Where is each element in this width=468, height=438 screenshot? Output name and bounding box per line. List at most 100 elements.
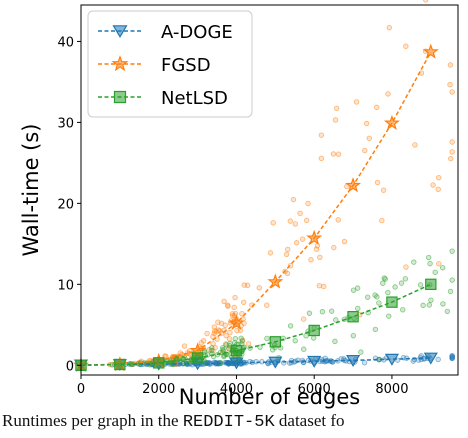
- scatter-point: [420, 302, 426, 309]
- scatter-point: [426, 302, 433, 308]
- scatter-point: [239, 338, 245, 344]
- scatter-point: [303, 217, 310, 224]
- series-point: [306, 229, 323, 245]
- scatter-point: [232, 294, 238, 301]
- x-tick-label: 4000: [220, 382, 253, 397]
- scatter-point: [333, 105, 340, 112]
- scatter-point: [447, 82, 453, 88]
- scatter-point: [350, 287, 357, 293]
- series-point: [229, 357, 244, 370]
- scatter-point: [221, 298, 227, 305]
- scatter-point: [313, 246, 320, 252]
- scatter-point: [385, 91, 391, 97]
- scatter-point: [426, 254, 432, 261]
- series-layer: [73, 43, 439, 373]
- series-point: [425, 278, 437, 291]
- series-point: [307, 355, 322, 368]
- scatter-point: [449, 355, 455, 362]
- scatter-point: [386, 24, 393, 31]
- scatter-point: [264, 335, 270, 342]
- legend-marker: [112, 25, 128, 39]
- legend: A-DOGE FGSD NetLSD: [87, 10, 253, 118]
- series-point: [345, 177, 362, 193]
- scatter-point: [306, 310, 313, 316]
- scatter-point: [174, 355, 180, 362]
- legend-item: NetLSD: [98, 88, 228, 109]
- series-point: [267, 273, 284, 289]
- series-point: [153, 357, 165, 369]
- scatter-point: [200, 338, 207, 344]
- scatter-point: [435, 356, 441, 363]
- scatter-point: [449, 89, 455, 95]
- y-tick-label: 40: [57, 35, 74, 50]
- x-tick-label: 6000: [298, 382, 331, 397]
- legend-label: FGSD: [161, 55, 211, 76]
- x-tick-label: 0: [77, 382, 85, 397]
- scatter-point: [300, 316, 307, 322]
- scatter-point: [350, 332, 357, 339]
- caption-prefix: Runtimes per graph in the: [2, 411, 183, 430]
- scatter-point: [411, 259, 417, 265]
- scatter-point: [385, 289, 391, 296]
- legend-label: A-DOGE: [161, 22, 233, 43]
- scatter-point: [232, 335, 239, 342]
- scatter-point: [449, 139, 455, 145]
- series-point: [228, 314, 245, 330]
- scatter-point: [428, 297, 434, 303]
- series-point: [114, 358, 126, 371]
- scatter-point: [332, 338, 338, 345]
- scatter-point: [335, 151, 342, 157]
- scatter-point: [417, 282, 424, 288]
- scatter-point: [335, 217, 341, 223]
- legend-label: NetLSD: [161, 88, 228, 109]
- scatter-point: [439, 265, 446, 271]
- scatter-point: [403, 43, 409, 49]
- series-point: [346, 355, 361, 368]
- scatter-point: [316, 283, 323, 289]
- scatter-point: [318, 155, 325, 162]
- legend-marker: [111, 55, 129, 72]
- scatter-point: [267, 250, 274, 256]
- scatter-point: [412, 142, 418, 148]
- scatter-point: [364, 294, 371, 300]
- series-netlsd: [75, 278, 437, 371]
- scatter-point: [372, 326, 379, 333]
- scatter-point: [430, 182, 436, 188]
- scatter-point: [392, 284, 398, 290]
- scatter-point: [264, 302, 270, 308]
- scatter-point: [285, 246, 291, 253]
- scatter-point: [333, 317, 339, 323]
- y-tick-label: 10: [57, 278, 74, 293]
- scatter-point: [379, 217, 385, 224]
- series-point: [422, 43, 439, 59]
- series-line: [80, 283, 432, 367]
- scatter-point: [227, 329, 233, 336]
- scatter-point: [398, 280, 405, 286]
- scatter-point: [240, 299, 247, 306]
- scatter-point: [449, 248, 455, 254]
- x-tick-label: 2000: [142, 382, 175, 397]
- scatter-point: [287, 218, 294, 224]
- series-point: [347, 311, 359, 323]
- y-tick-label: 0: [66, 359, 74, 374]
- scatter-point: [301, 346, 307, 352]
- scatter-point: [354, 285, 361, 291]
- x-axis-title: Number of edges: [179, 385, 360, 409]
- scatter-point: [402, 276, 409, 282]
- scatter-point: [215, 319, 221, 325]
- ticks-layer: 0 2000 4000 6000 8000 0 10 20 30 40: [57, 35, 408, 397]
- series-point: [423, 352, 438, 365]
- scatter-point: [181, 343, 188, 349]
- scatter-point: [223, 332, 229, 339]
- scatter-point: [341, 238, 348, 245]
- scatter-point: [362, 147, 368, 154]
- scatter-point: [256, 285, 262, 291]
- scatter-point: [444, 308, 451, 315]
- scatter-point: [241, 282, 247, 288]
- legend-marker: [113, 90, 127, 104]
- scatter-point: [366, 135, 372, 141]
- scatter-point: [293, 240, 300, 246]
- scatter-point: [231, 304, 237, 311]
- scatter-point: [381, 275, 387, 281]
